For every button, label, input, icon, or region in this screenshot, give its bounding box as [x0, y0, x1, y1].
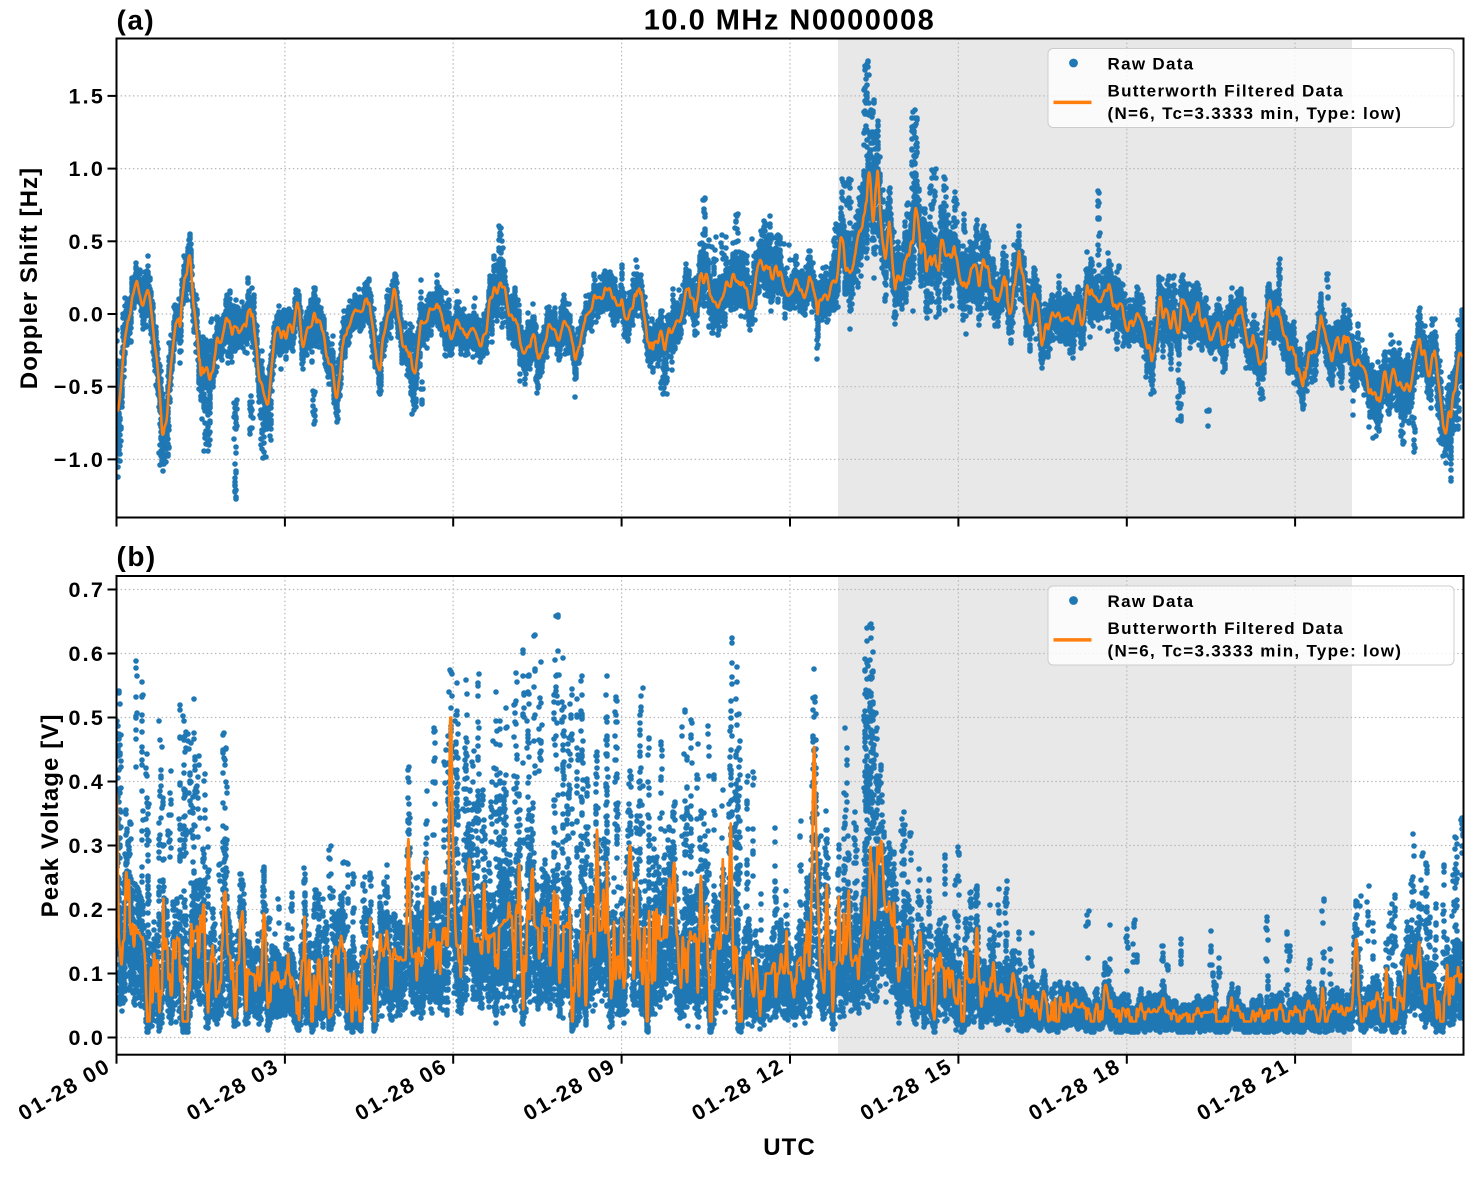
svg-text:Raw Data: Raw Data [1108, 55, 1195, 74]
svg-text:0.5: 0.5 [69, 230, 106, 254]
svg-text:Raw Data: Raw Data [1108, 592, 1195, 611]
svg-text:0.0: 0.0 [69, 303, 106, 327]
svg-text:(N=6, Tc=3.3333 min, Type: low: (N=6, Tc=3.3333 min, Type: low) [1108, 641, 1403, 660]
svg-text:−0.5: −0.5 [54, 375, 105, 399]
svg-text:10.0 MHz N0000008: 10.0 MHz N0000008 [644, 5, 936, 37]
svg-text:1.0: 1.0 [69, 157, 106, 181]
svg-text:(a): (a) [117, 5, 156, 36]
svg-text:0.4: 0.4 [69, 770, 106, 794]
svg-text:0.1: 0.1 [69, 962, 106, 986]
svg-text:0.6: 0.6 [69, 642, 106, 666]
svg-text:(N=6, Tc=3.3333 min, Type: low: (N=6, Tc=3.3333 min, Type: low) [1108, 104, 1403, 123]
svg-text:0.2: 0.2 [69, 898, 106, 922]
svg-text:UTC: UTC [763, 1134, 816, 1161]
svg-text:Butterworth Filtered Data: Butterworth Filtered Data [1108, 81, 1345, 100]
svg-text:Butterworth Filtered Data: Butterworth Filtered Data [1108, 619, 1345, 638]
svg-text:−1.0: −1.0 [54, 448, 105, 472]
svg-text:Peak Voltage [V]: Peak Voltage [V] [37, 713, 64, 917]
svg-text:0.7: 0.7 [69, 578, 106, 602]
svg-text:0.5: 0.5 [69, 706, 106, 730]
svg-text:0.0: 0.0 [69, 1026, 106, 1050]
svg-text:(b): (b) [117, 541, 157, 572]
svg-text:1.5: 1.5 [69, 84, 106, 108]
svg-text:0.3: 0.3 [69, 834, 106, 858]
svg-text:Doppler Shift [Hz]: Doppler Shift [Hz] [16, 167, 43, 389]
